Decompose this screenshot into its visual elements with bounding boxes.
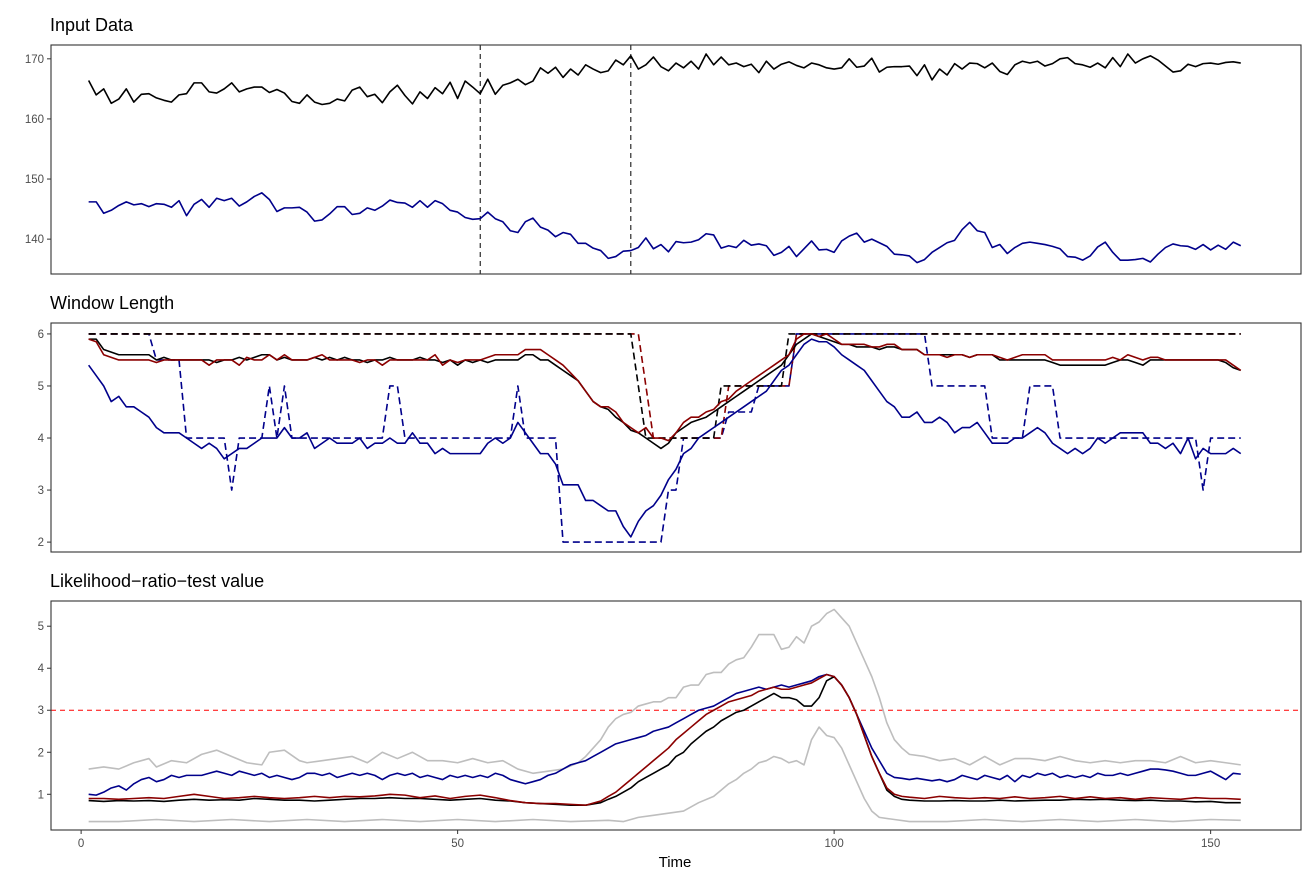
series-line-black bbox=[88, 333, 1242, 450]
x-tick-label: 100 bbox=[825, 838, 844, 850]
series-line-black-dashed bbox=[88, 333, 1241, 439]
y-tick-label: 1 bbox=[38, 789, 44, 801]
series-line-darkred bbox=[88, 333, 1242, 442]
x-axis-title: Time bbox=[659, 854, 692, 870]
series-line-gray bbox=[88, 608, 1241, 775]
series-line-blue bbox=[88, 192, 1242, 264]
plot-area bbox=[51, 608, 1301, 823]
x-tick-label: 150 bbox=[1201, 838, 1220, 850]
series-line-darkred-dashed bbox=[88, 333, 1241, 439]
series-line-gray bbox=[88, 726, 1241, 823]
panel-title-lrt-value: Likelihood−ratio−test value bbox=[50, 571, 264, 591]
plot-area bbox=[88, 333, 1242, 543]
panel-border bbox=[50, 44, 1302, 275]
plot-area bbox=[87, 45, 1242, 274]
panel-title-input-data: Input Data bbox=[50, 15, 134, 35]
y-tick-label: 150 bbox=[25, 174, 44, 186]
series-line-darkred bbox=[88, 673, 1241, 807]
x-tick-label: 50 bbox=[451, 838, 464, 850]
y-tick-label: 160 bbox=[25, 114, 44, 126]
series-line-blue bbox=[88, 338, 1242, 538]
y-tick-label: 3 bbox=[38, 485, 44, 497]
y-tick-label: 4 bbox=[38, 433, 45, 445]
y-tick-label: 6 bbox=[38, 329, 44, 341]
y-tick-label: 140 bbox=[25, 234, 44, 246]
panel-border bbox=[50, 600, 1302, 831]
y-tick-label: 170 bbox=[25, 54, 44, 66]
y-tick-label: 3 bbox=[38, 705, 44, 717]
y-tick-label: 5 bbox=[38, 381, 44, 393]
x-tick-label: 0 bbox=[78, 838, 84, 850]
series-line-black bbox=[87, 53, 1241, 106]
y-tick-label: 5 bbox=[38, 621, 44, 633]
y-tick-label: 2 bbox=[38, 747, 44, 759]
panel-input-data: Input Data 140 150 160 170 bbox=[25, 15, 1302, 275]
y-tick-label: 2 bbox=[38, 537, 44, 549]
panel-title-window-length: Window Length bbox=[50, 293, 174, 313]
y-tick-label: 4 bbox=[38, 663, 45, 675]
panel-window-length: Window Length 2 3 4 5 6 bbox=[38, 293, 1302, 553]
series-line-black bbox=[88, 675, 1241, 807]
series-line-blue bbox=[88, 673, 1241, 796]
panel-border bbox=[50, 322, 1302, 553]
